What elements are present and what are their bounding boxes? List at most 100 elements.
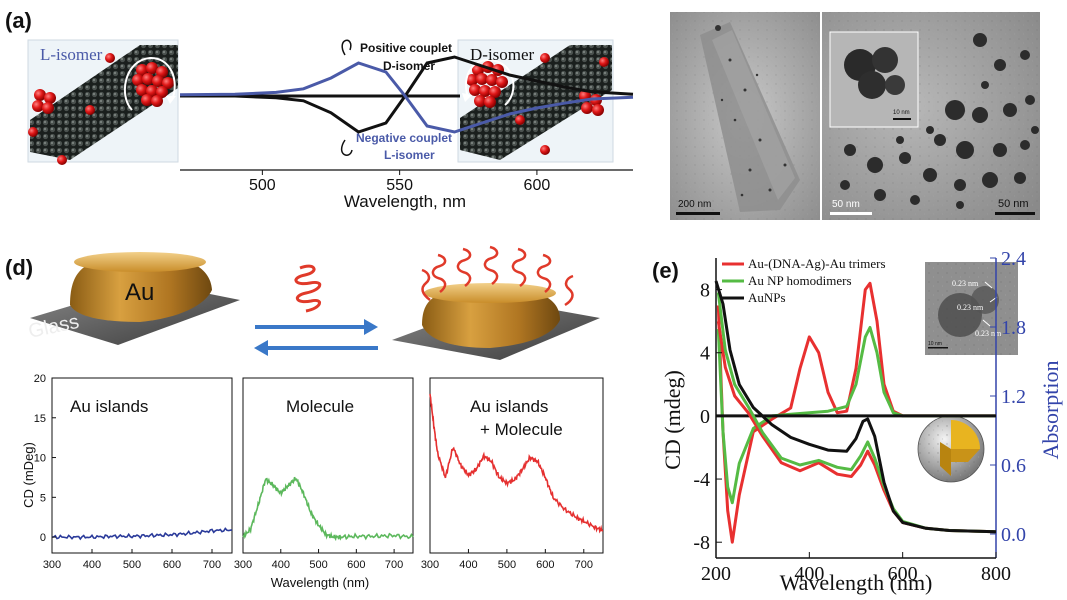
- d3-title-line1: Au islands: [470, 397, 548, 416]
- d2-xtick-300: 300: [234, 559, 252, 571]
- d1-xtick-400: 400: [83, 559, 101, 571]
- d1-ytick-20: 20: [34, 373, 46, 385]
- panel-label-e: (e): [652, 258, 679, 283]
- negative-couplet-sub: L-isomer: [384, 148, 435, 162]
- d1-ytick-10: 10: [34, 453, 46, 465]
- e-xtick-600: 600: [888, 563, 918, 585]
- chart-a: Wavelength, nm Positive couplet D-isomer…: [179, 39, 634, 211]
- positive-couplet-label: Positive couplet: [360, 41, 452, 55]
- e-legend-label-1: Au NP homodimers: [748, 273, 852, 288]
- l-isomer-label: L-isomer: [40, 45, 103, 64]
- au-island-right: [392, 245, 600, 360]
- rotation-arrow-left: [123, 56, 176, 111]
- panel-b: 200 nm: [670, 12, 820, 220]
- e-ytick-8: 8: [700, 280, 710, 302]
- au-label: Au: [125, 279, 154, 306]
- d3-xtick-400: 400: [459, 559, 477, 571]
- e-core-shell-sphere: [917, 415, 985, 483]
- e-xlabel: Wavelength (nm): [780, 570, 933, 595]
- d1-xtick-500: 500: [123, 559, 141, 571]
- e-y2tick-1.8: 1.8: [1001, 317, 1026, 339]
- negative-couplet-label: Negative couplet: [356, 131, 452, 145]
- d2-xtick-500: 500: [309, 559, 327, 571]
- panel-c: 10 nm 50 nm 50 nm: [822, 12, 1040, 220]
- e-xtick-800: 800: [981, 563, 1011, 585]
- nanoparticles-c: [840, 33, 1039, 209]
- d3-xtick-300: 300: [421, 559, 439, 571]
- panel-a: L-isomer D-isomer Wavelength, nm: [27, 39, 634, 211]
- d-xlabel: Wavelength (nm): [271, 575, 370, 590]
- inset-label-3: 0.23 nm: [975, 329, 1002, 338]
- inset-label-1: 0.23 nm: [952, 279, 979, 288]
- e-legend-label-2: AuNPs: [748, 290, 786, 305]
- chart-a-xtick-550: 550: [386, 177, 413, 194]
- equilibrium-arrows: [254, 319, 378, 356]
- d1-xtick-600: 600: [163, 559, 181, 571]
- e-y2tick-2.4: 2.4: [1001, 248, 1026, 270]
- d2-xtick-700: 700: [385, 559, 403, 571]
- chart-a-couplet-labels: Positive couplet D-isomer Negative coupl…: [340, 39, 452, 162]
- scale-bar-b: [676, 212, 720, 215]
- d1-ytick-5: 5: [40, 492, 46, 504]
- d1-xtick-300: 300: [43, 559, 61, 571]
- d2-title: Molecule: [286, 397, 354, 416]
- d-isomer-illustration: D-isomer: [457, 39, 614, 163]
- panel-d-illustration: Au Glass: [26, 245, 600, 360]
- couplet-arrow-top: [341, 39, 352, 56]
- e-ylabel: CD (mdeg): [660, 370, 685, 470]
- e-ytick--4: -4: [693, 469, 710, 491]
- positive-couplet-sub: D-isomer: [383, 59, 435, 73]
- d3-xtick-500: 500: [498, 559, 516, 571]
- d-series-1: [51, 527, 233, 541]
- inset-label-2: 0.23 nm: [957, 303, 984, 312]
- d1-title: Au islands: [70, 397, 148, 416]
- e-ytick-0: 0: [700, 406, 710, 428]
- scale-bar-b-label: 200 nm: [678, 199, 711, 210]
- scale-bar-c-left: [830, 212, 872, 215]
- d2-xtick-600: 600: [347, 559, 365, 571]
- chart-a-series-d-isomer: [180, 55, 634, 134]
- panel-label-a: (a): [5, 8, 32, 33]
- d-ylabel: CD (mDeg): [21, 442, 36, 508]
- d3-xtick-600: 600: [536, 559, 554, 571]
- adsorbed-molecules: [421, 245, 574, 307]
- scale-bar-c-main-label: 50 nm: [998, 198, 1029, 210]
- molecule-helix: [294, 264, 322, 313]
- d1-ytick-15: 15: [34, 413, 46, 425]
- d-series-2: [242, 476, 414, 542]
- e-y2label: Absorption: [1038, 361, 1063, 460]
- e-y2tick-0.6: 0.6: [1001, 455, 1026, 477]
- d-subplot-frame-1: [51, 377, 233, 554]
- scale-bar-c-left-label: 50 nm: [832, 199, 860, 210]
- panel-d-charts: CD (mDeg) Wavelength (nm) Au islands Mol…: [21, 373, 604, 590]
- d1-xtick-700: 700: [203, 559, 221, 571]
- e-y2tick-1.2: 1.2: [1001, 386, 1026, 408]
- e-ytick-4: 4: [700, 343, 710, 365]
- chart-a-xtick-600: 600: [524, 177, 551, 194]
- d3-title-line2: + Molecule: [480, 420, 563, 439]
- inset-scale-label: 10 nm: [928, 341, 942, 347]
- d-subplot-frame-2: [242, 377, 414, 554]
- e-inset-tem: 0.23 nm 0.23 nm 0.23 nm 10 nm: [925, 262, 1018, 355]
- d-series-3: [429, 393, 603, 534]
- e-series-1: [716, 326, 996, 505]
- e-ytick--8: -8: [693, 532, 710, 554]
- panel-label-d: (d): [5, 255, 33, 280]
- e-legend-label-0: Au-(DNA-Ag)-Au trimers: [748, 256, 886, 271]
- e-xtick-200: 200: [701, 563, 731, 585]
- panel-e-chart: CD (mdeg) Absorption Wavelength (nm) 0.2…: [660, 248, 1063, 595]
- d1-ytick-0: 0: [40, 532, 46, 544]
- e-xtick-400: 400: [794, 563, 824, 585]
- nanoparticles-b: [715, 25, 787, 197]
- gold-cluster-left: [28, 53, 174, 165]
- e-series-5: [714, 280, 997, 534]
- couplet-arrow-bottom: [340, 139, 353, 156]
- rotation-arrow-right: [465, 58, 515, 106]
- d-isomer-label: D-isomer: [470, 45, 535, 64]
- inset-c: 10 nm: [829, 31, 919, 128]
- scale-bar-c-inset-label: 10 nm: [893, 110, 910, 116]
- glass-label: Glass: [26, 311, 81, 343]
- scale-bar-c-main: [995, 212, 1035, 215]
- e-y2tick-0.0: 0.0: [1001, 524, 1026, 546]
